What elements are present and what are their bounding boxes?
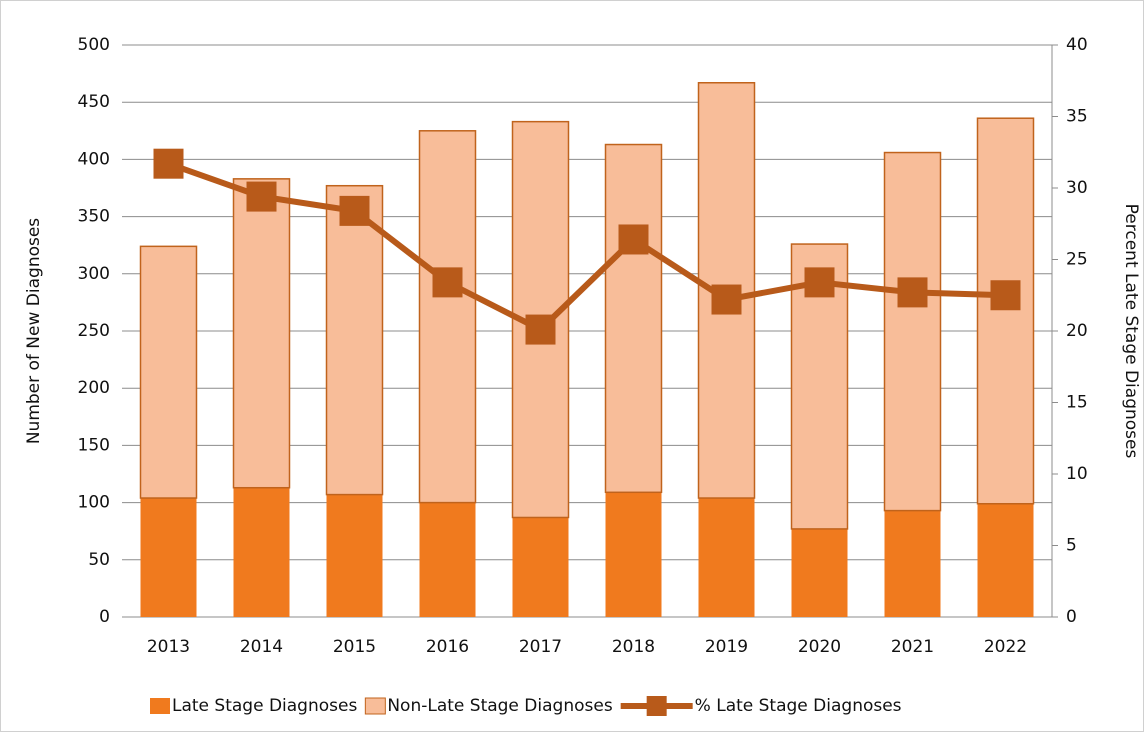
marker — [618, 224, 649, 255]
y2-tick-label: 0 — [1066, 607, 1077, 627]
legend-label: Non-Late Stage Diagnoses — [387, 696, 612, 716]
y-tick-label: 350 — [78, 207, 110, 227]
bar — [791, 528, 848, 617]
marker — [153, 148, 184, 179]
bar — [419, 502, 476, 617]
y-axis-title: Number of New Diagnoses — [24, 218, 44, 444]
y2-tick-label: 40 — [1066, 35, 1088, 55]
marker — [897, 277, 928, 308]
bar — [232, 178, 291, 489]
marker — [432, 267, 463, 298]
x-tick-label: 2018 — [612, 637, 655, 657]
legend-swatch — [364, 697, 386, 715]
bar — [326, 494, 383, 617]
bar — [604, 143, 663, 494]
y-tick-label: 50 — [88, 550, 110, 570]
marker — [525, 314, 556, 345]
y-tick-label: 100 — [78, 493, 110, 513]
bar — [698, 498, 755, 617]
marker — [246, 181, 277, 212]
line — [167, 160, 1006, 334]
bar — [325, 184, 384, 496]
bar — [977, 503, 1034, 617]
marker — [804, 267, 835, 298]
bar — [140, 498, 197, 617]
legend-label: % Late Stage Diagnoses — [695, 696, 902, 716]
bar — [884, 510, 941, 617]
legend-label: Late Stage Diagnoses — [172, 696, 357, 716]
bar — [233, 487, 290, 617]
marker — [339, 195, 370, 226]
x-tick-label: 2013 — [147, 637, 190, 657]
y-tick-label: 250 — [78, 321, 110, 341]
y2-tick-label: 25 — [1066, 250, 1088, 270]
bar — [512, 517, 569, 617]
y-tick-label: 500 — [78, 35, 110, 55]
y-tick-label: 150 — [78, 435, 110, 455]
y2-tick-label: 35 — [1066, 107, 1088, 127]
y-tick-label: 200 — [78, 378, 110, 398]
y2-tick-label: 20 — [1066, 321, 1088, 341]
y-tick-label: 300 — [78, 264, 110, 284]
marker — [990, 280, 1021, 311]
y-tick-label: 0 — [99, 607, 110, 627]
bar — [976, 117, 1035, 505]
y-tick-label: 450 — [78, 92, 110, 112]
y-tick-label: 400 — [78, 149, 110, 169]
x-tick-label: 2021 — [891, 637, 934, 657]
x-tick-label: 2015 — [333, 637, 376, 657]
x-tick-label: 2022 — [984, 637, 1027, 657]
marker — [711, 284, 742, 315]
legend-swatch — [150, 698, 170, 714]
x-tick-label: 2019 — [705, 637, 748, 657]
y2-tick-label: 10 — [1066, 464, 1088, 484]
bar — [139, 245, 198, 499]
bar — [605, 492, 662, 617]
x-tick-label: 2020 — [798, 637, 841, 657]
y2-tick-label: 30 — [1066, 178, 1088, 198]
legend-swatch — [646, 696, 667, 716]
y2-axis-title: Percent Late Stage Diagnoses — [1121, 204, 1141, 459]
x-tick-label: 2014 — [240, 637, 283, 657]
y2-tick-label: 5 — [1066, 536, 1077, 556]
bar — [883, 151, 942, 512]
y2-tick-label: 15 — [1066, 393, 1088, 413]
x-tick-label: 2017 — [519, 637, 562, 657]
bar — [418, 130, 477, 504]
x-tick-label: 2016 — [426, 637, 469, 657]
